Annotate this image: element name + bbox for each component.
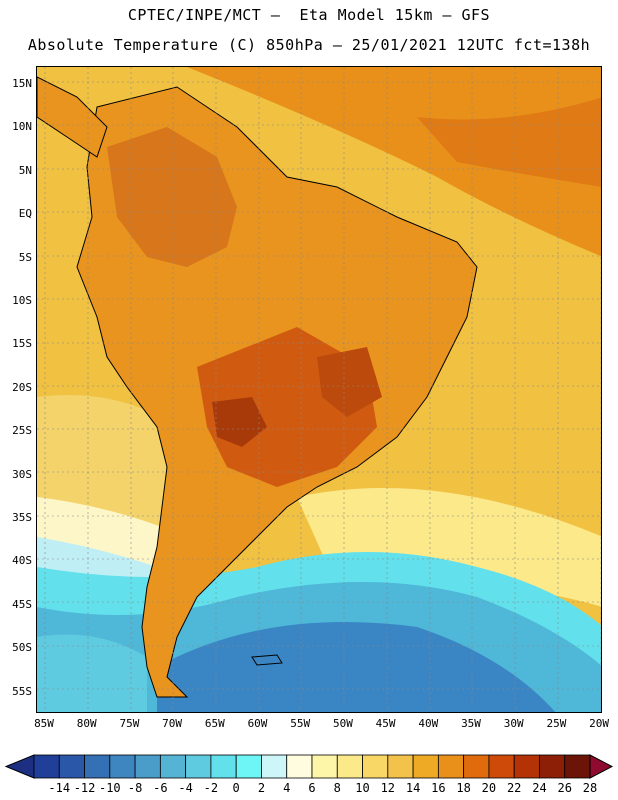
- colorbar-label: 18: [456, 781, 471, 795]
- lat-label: 45S: [12, 597, 32, 611]
- colorbar-swatch: [311, 754, 338, 779]
- colorbar-label: -12: [73, 781, 96, 795]
- colorbar-low-arrow: [4, 754, 35, 779]
- lat-label: 30S: [12, 467, 32, 481]
- colorbar-swatch: [159, 754, 187, 779]
- lon-label: 35W: [461, 717, 481, 730]
- colorbar-label: 2: [257, 781, 266, 795]
- colorbar-label: 14: [405, 781, 421, 795]
- colorbar-label: 10: [355, 781, 370, 795]
- colorbar-label: 4: [283, 781, 291, 795]
- colorbar-label: 8: [333, 781, 341, 795]
- lat-label: 10N: [12, 120, 32, 134]
- colorbar-label: -8: [127, 781, 143, 795]
- colorbar-label: -10: [98, 781, 121, 795]
- colorbar-swatch: [84, 754, 111, 779]
- warm-core-atlantic: [417, 97, 601, 187]
- colorbar-label: 26: [557, 781, 572, 795]
- lat-label: 55S: [12, 684, 32, 698]
- lat-label: 25S: [12, 424, 32, 438]
- colorbar-swatch: [412, 754, 439, 779]
- colorbar-swatch: [387, 754, 414, 779]
- lat-label: 50S: [12, 641, 32, 655]
- map-panel: [36, 66, 602, 713]
- colorbar-swatch: [539, 754, 566, 779]
- colorbar-high-arrow: [589, 754, 614, 779]
- colorbar-label: 24: [532, 781, 547, 795]
- colorbar-swatch: [564, 754, 591, 779]
- lon-label: 85W: [34, 717, 54, 730]
- lon-label: 80W: [76, 717, 97, 730]
- lon-label: 45W: [375, 717, 396, 730]
- colorbar-swatch: [336, 754, 363, 779]
- colorbar-label: 20: [481, 781, 497, 795]
- colorbar-label: -6: [153, 781, 168, 795]
- lon-label: 60W: [247, 717, 268, 730]
- colorbar-swatch: [58, 754, 85, 779]
- colorbar-swatch: [513, 754, 540, 779]
- lat-label: 15N: [12, 77, 32, 90]
- temperature-map: [37, 67, 601, 712]
- colorbar-swatch: [109, 754, 136, 779]
- lat-label: 10S: [12, 294, 32, 307]
- central-america: [37, 76, 108, 158]
- colorbar-label: -4: [178, 781, 193, 795]
- colorbar-swatch: [210, 754, 237, 779]
- lat-label: 35S: [12, 511, 32, 524]
- southern-coldest-core: [157, 622, 556, 712]
- lat-label: 15S: [12, 337, 32, 351]
- colorbar-swatch: [134, 754, 161, 779]
- colorbar-label: 6: [308, 781, 316, 795]
- colorbar-swatch: [286, 754, 313, 779]
- southwest-cold-band: [37, 634, 147, 712]
- colorbar: [4, 754, 614, 779]
- colorbar-label: 0: [232, 781, 240, 795]
- title-line-1: CPTEC/INPE/MCT – Eta Model 15km – GFS: [127, 6, 491, 24]
- lon-label: 70W: [162, 717, 183, 730]
- colorbar-label: -14: [48, 781, 71, 795]
- hot-core-paraguay: [212, 397, 267, 447]
- colorbar-label: 16: [431, 781, 446, 795]
- colorbar-swatch: [488, 754, 515, 779]
- lat-label: 5S: [18, 250, 32, 264]
- colorbar-swatch: [33, 754, 60, 779]
- colorbar-label: -2: [203, 781, 219, 795]
- colorbar-label: 22: [506, 781, 522, 795]
- colorbar-swatch: [235, 754, 262, 779]
- falkland-islands: [251, 654, 283, 666]
- lon-label: 55W: [290, 717, 311, 730]
- lat-label: EQ: [18, 207, 32, 221]
- lon-label: 65W: [204, 717, 225, 730]
- lat-label: 20S: [12, 380, 32, 394]
- title-line-2: Absolute Temperature (C) 850hPa – 25/01/…: [27, 36, 591, 54]
- colorbar-label: 12: [380, 781, 396, 795]
- colorbar-swatch: [463, 754, 490, 779]
- lat-label: 5N: [18, 163, 32, 177]
- colorbar-swatch: [261, 754, 288, 779]
- colorbar-label: 28: [582, 781, 598, 795]
- lon-label: 40W: [418, 717, 439, 730]
- lon-label: 50W: [332, 717, 353, 730]
- warm-region-andes-north: [107, 127, 237, 267]
- lon-label: 20W: [589, 717, 610, 730]
- lon-label: 25W: [546, 717, 567, 730]
- colorbar-swatch: [185, 754, 212, 779]
- colorbar-swatch: [362, 754, 389, 779]
- lon-label: 30W: [503, 717, 524, 730]
- hot-core-minas: [317, 347, 382, 417]
- colorbar-swatch: [437, 754, 465, 779]
- warm-band-north: [187, 67, 601, 257]
- lat-label: 40S: [12, 554, 32, 568]
- lon-label: 75W: [119, 717, 140, 730]
